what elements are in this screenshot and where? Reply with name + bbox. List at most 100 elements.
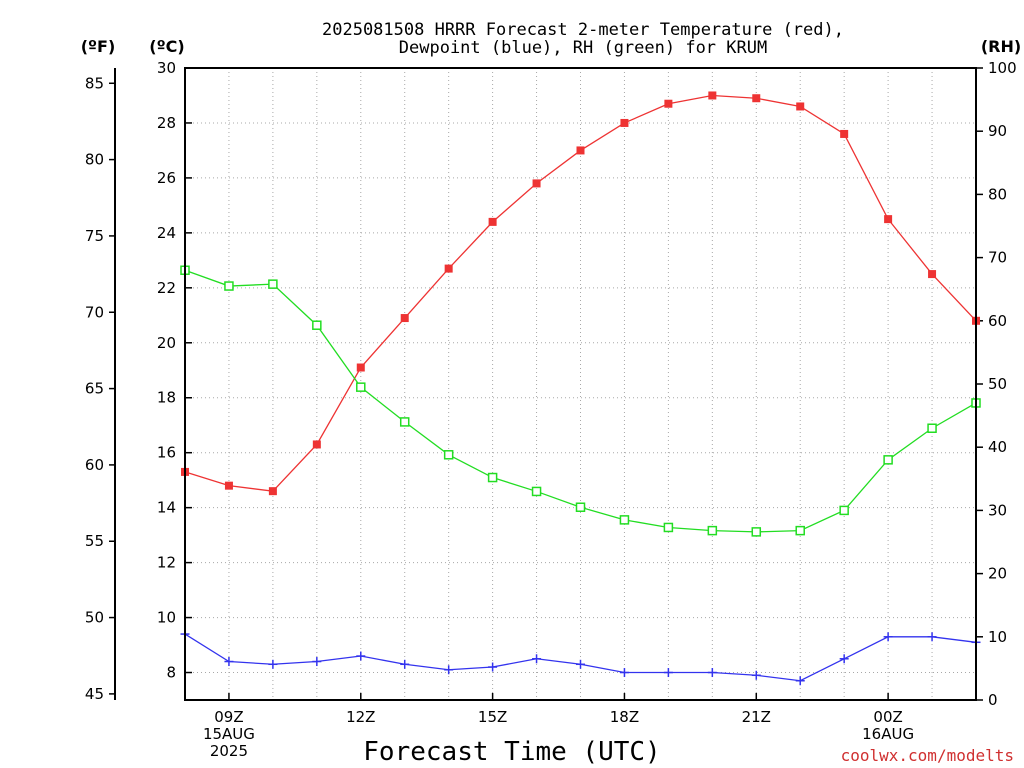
rh-tick-label: 30 (988, 501, 1007, 519)
dewpoint-point (312, 657, 322, 667)
rh-tick-label: 20 (988, 565, 1007, 583)
dewpoint-point (488, 662, 498, 672)
temperature-point (400, 314, 409, 323)
dewpoint-point (751, 670, 761, 680)
rh-point (927, 423, 937, 433)
celsius-tick-label: 16 (157, 444, 176, 462)
dewpoint-point (268, 659, 278, 669)
x-tick-label: 18Z (610, 708, 639, 726)
temperature-point (884, 215, 893, 224)
rh-point (531, 486, 542, 497)
celsius-tick-label: 18 (157, 389, 176, 407)
rh-point (883, 455, 893, 465)
rh-tick-label: 70 (988, 249, 1007, 267)
rh-tick-label: 10 (988, 628, 1007, 646)
title-line: Dewpoint (blue), RH (green) for KRUM (399, 38, 767, 58)
fahrenheit-tick-label: 50 (85, 609, 104, 627)
fahrenheit-tick-label: 75 (85, 227, 104, 245)
dewpoint-point (883, 632, 893, 642)
x-tick-label: 2025 (210, 742, 248, 760)
series-line (184, 633, 977, 682)
fahrenheit-tick-label: 65 (85, 380, 104, 398)
dewpoint-point (795, 676, 805, 686)
fahrenheit-unit-label: (ºF) (81, 37, 116, 56)
dewpoint-point (839, 654, 849, 664)
dewpoint-point (619, 668, 629, 678)
temperature-point (224, 481, 233, 490)
rh-point (795, 525, 805, 536)
dewpoint-point (400, 659, 410, 669)
x-tick-label: 15AUG (203, 725, 255, 743)
credit-text: coolwx.com/modelts (841, 746, 1014, 765)
temperature-point (708, 91, 717, 100)
celsius-tick-label: 8 (166, 664, 176, 682)
temperature-point (664, 99, 673, 108)
celsius-tick-label: 30 (157, 59, 176, 77)
series-line (184, 94, 977, 492)
fahrenheit-tick-label: 45 (85, 685, 104, 703)
data-series (180, 91, 981, 686)
rh-point (663, 522, 674, 533)
fahrenheit-tick-label: 60 (85, 456, 104, 474)
celsius-tick-label: 10 (157, 609, 176, 627)
rh-point (619, 515, 630, 525)
temperature-point (840, 129, 849, 138)
rh-point (751, 527, 762, 537)
celsius-unit-label: (ºC) (149, 37, 184, 56)
dewpoint-point (224, 657, 234, 667)
axis-ticks: 45 50 55 60 65 70 75 80 85 8 10 12 14 16 18 20 22 24 26 28 3… (85, 59, 1017, 760)
celsius-tick-label: 28 (157, 114, 176, 132)
temperature-point (620, 118, 629, 127)
fahrenheit-tick-label: 70 (85, 303, 104, 321)
dewpoint-point (444, 665, 454, 675)
x-tick-label: 00Z (873, 708, 902, 726)
grid-lines (185, 68, 976, 700)
rh-tick-label: 100 (988, 59, 1017, 77)
celsius-tick-label: 20 (157, 334, 176, 352)
dewpoint-point (707, 668, 717, 678)
celsius-tick-label: 24 (157, 224, 176, 242)
celsius-tick-label: 22 (157, 279, 176, 297)
x-tick-label: 21Z (742, 708, 771, 726)
x-tick-label: 12Z (346, 708, 375, 726)
temperature-point (312, 440, 321, 449)
rh-point (575, 502, 586, 512)
rh-point (443, 450, 454, 460)
axis-unit-labels: (ºF) (ºC) (RH) (81, 37, 1021, 56)
rh-unit-label: (RH) (981, 37, 1021, 56)
rh-point (224, 281, 234, 291)
x-tick-label: 16AUG (862, 725, 914, 743)
rh-tick-label: 40 (988, 438, 1007, 456)
temperature-point (576, 146, 585, 155)
fahrenheit-tick-label: 55 (85, 532, 104, 550)
temperature-point (268, 487, 277, 496)
rh-point (487, 472, 498, 483)
chart-title: 2025081508 HRRR Forecast 2-meter Tempera… (322, 20, 844, 58)
dewpoint-point (927, 632, 937, 642)
temperature-point (356, 363, 365, 372)
temperature-point (752, 94, 761, 103)
rh-tick-label: 0 (988, 691, 998, 709)
rh-point (356, 382, 366, 392)
celsius-tick-label: 26 (157, 169, 176, 187)
title-line: 2025081508 HRRR Forecast 2-meter Tempera… (322, 20, 844, 40)
x-tick-label: 09Z (214, 708, 243, 726)
rh-tick-label: 50 (988, 375, 1007, 393)
rh-point (312, 320, 322, 330)
rh-point (839, 505, 849, 516)
celsius-tick-label: 14 (157, 499, 176, 517)
rh-point (399, 417, 410, 427)
temperature-point (796, 102, 805, 111)
x-tick-label: 15Z (478, 708, 507, 726)
temperature-point (444, 264, 453, 273)
dewpoint-point (663, 668, 673, 678)
dewpoint-point (532, 654, 542, 664)
dewpoint-point (576, 659, 585, 669)
rh-tick-label: 80 (988, 185, 1007, 203)
fahrenheit-tick-label: 80 (85, 151, 104, 169)
temperature-point (488, 217, 497, 226)
temperature-point (532, 179, 541, 188)
fahrenheit-tick-label: 85 (85, 74, 104, 92)
rh-tick-label: 90 (988, 122, 1007, 140)
